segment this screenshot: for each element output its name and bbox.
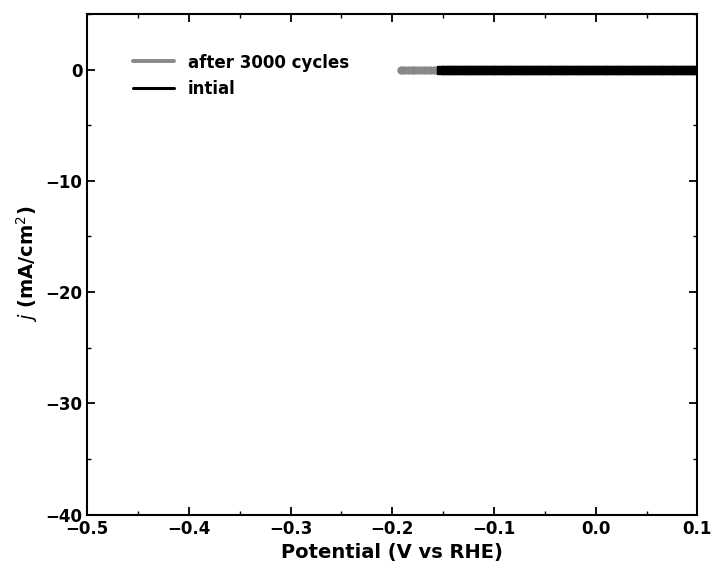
Y-axis label: $\it{j}$ (mA/cm$^2$): $\it{j}$ (mA/cm$^2$) — [14, 206, 40, 323]
intial — [680, 66, 689, 73]
after 3000 cycles — [698, 66, 707, 73]
after 3000 cycles — [680, 66, 689, 73]
after 3000 cycles — [567, 66, 576, 73]
intial — [567, 66, 576, 73]
X-axis label: Potential (V vs RHE): Potential (V vs RHE) — [282, 543, 503, 562]
intial — [698, 66, 707, 73]
intial — [680, 66, 689, 73]
Legend: after 3000 cycles, intial: after 3000 cycles, intial — [126, 47, 356, 105]
after 3000 cycles — [680, 66, 689, 73]
